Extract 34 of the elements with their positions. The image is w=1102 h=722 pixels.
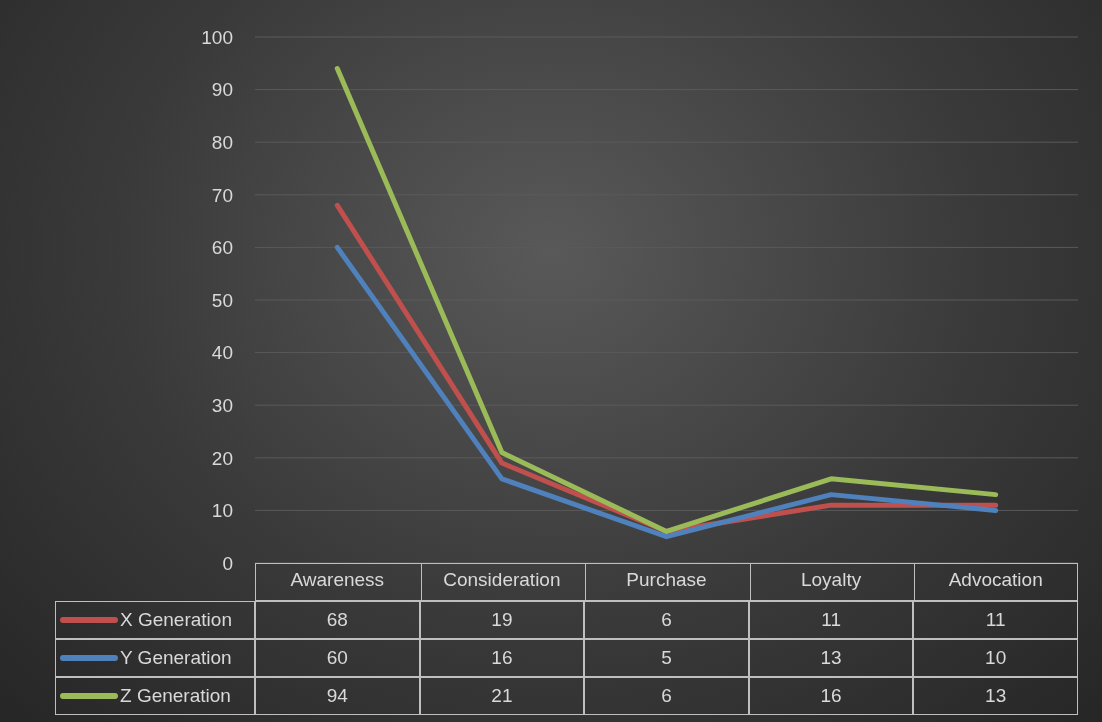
y-tick-label: 90 [211,79,233,101]
y-tick-label: 100 [201,26,233,48]
data-label: 11 [913,601,1078,639]
y-tick-label: 80 [211,131,233,153]
data-label: 94 [255,677,420,715]
data-label: 68 [255,601,420,639]
y-tick-label: 20 [211,447,233,469]
data-label: 60 [255,639,420,677]
legend-label: X Generation [120,609,232,631]
data-label: 10 [913,639,1078,677]
y-tick-label: 50 [211,289,233,311]
y-tick-label: 0 [222,552,233,574]
y-tick-label: 10 [211,500,233,522]
data-label: 21 [419,677,585,715]
legend-label: Y Generation [120,647,232,669]
x-tick-label: Awareness [290,569,385,591]
y-tick-label: 60 [211,237,233,259]
data-label: 6 [584,601,749,639]
x-tick-label: Loyalty [801,569,862,591]
legend-label: Z Generation [120,685,231,707]
x-tick-label: Advocation [948,569,1043,591]
y-tick-label: 40 [211,342,233,364]
x-tick-label: Consideration [443,569,561,591]
data-label: 5 [584,639,749,677]
y-tick-label: 70 [211,184,233,206]
data-label: 19 [419,601,585,639]
data-label: 6 [584,677,749,715]
data-label: 13 [748,639,914,677]
data-label: 16 [748,677,914,715]
data-label: 13 [913,677,1078,715]
data-label: 11 [748,601,914,639]
y-tick-label: 30 [211,394,233,416]
x-tick-label: Purchase [626,569,707,591]
data-label: 16 [419,639,585,677]
